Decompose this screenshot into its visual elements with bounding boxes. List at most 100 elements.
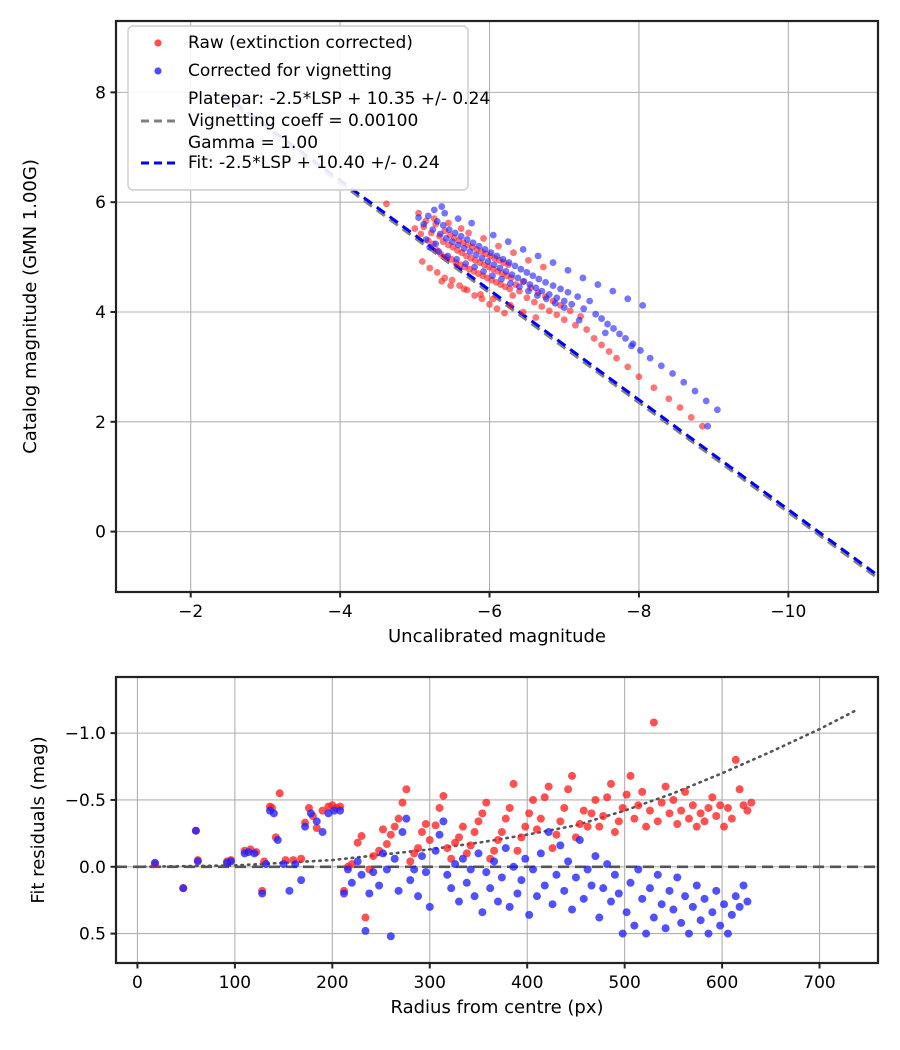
data-point (361, 913, 370, 922)
data-point (673, 873, 682, 882)
data-point (540, 881, 549, 890)
data-point (574, 293, 582, 301)
data-point (650, 384, 658, 392)
data-point (609, 287, 617, 295)
data-point (430, 206, 438, 214)
data-point (490, 261, 498, 269)
data-point (673, 820, 682, 829)
data-point (457, 225, 465, 232)
data-point (538, 287, 546, 295)
data-point (510, 249, 517, 257)
data-point (502, 267, 510, 275)
data-point (481, 246, 489, 253)
data-point (692, 822, 701, 831)
ticks (110, 91, 790, 598)
plot-area (116, 707, 878, 941)
data-point (448, 238, 456, 246)
data-point (353, 838, 362, 847)
data-point (361, 926, 370, 935)
data-point (688, 902, 697, 911)
data-point (455, 833, 463, 842)
data-point (614, 817, 623, 826)
xtick-label: −6 (477, 602, 502, 622)
data-point (613, 354, 620, 362)
xtick-label: −2 (178, 602, 203, 622)
xaxis-label: Uncalibrated magnitude (388, 626, 606, 647)
data-point (520, 277, 528, 285)
data-point (713, 406, 721, 414)
data-point (661, 924, 670, 933)
data-point (477, 291, 484, 298)
data-point (472, 251, 480, 259)
data-point (425, 902, 434, 911)
data-point (369, 852, 378, 861)
legend-label-2: Vignetting coeff = 0.00100 (188, 111, 418, 131)
data-point (506, 285, 514, 293)
data-point (508, 271, 516, 279)
data-point (564, 857, 573, 866)
ticks (110, 732, 821, 969)
data-point (607, 897, 616, 906)
data-point (526, 281, 534, 288)
data-point (704, 422, 712, 430)
data-point (501, 844, 510, 853)
legend-box (127, 25, 469, 191)
legend: Raw (extinction corrected) Corrected for … (127, 25, 490, 191)
data-point (712, 811, 721, 820)
data-point (704, 929, 713, 938)
data-point (618, 929, 627, 938)
data-point (420, 220, 428, 228)
data-point (262, 860, 271, 869)
ytick-label: 8 (95, 83, 106, 103)
data-point (291, 860, 300, 869)
yaxis-label: Fit residuals (mag) (28, 736, 49, 903)
data-point (398, 798, 407, 807)
data-point (417, 852, 426, 861)
data-point (514, 274, 522, 282)
data-point (454, 241, 462, 249)
data-point (375, 881, 384, 890)
data-point (687, 414, 695, 421)
data-point (533, 292, 541, 299)
data-point (696, 809, 705, 818)
data-point (480, 267, 487, 275)
data-point (509, 779, 518, 788)
data-point (505, 803, 514, 812)
data-point (498, 275, 505, 283)
data-point (462, 260, 470, 268)
data-point (535, 275, 543, 283)
data-point (579, 806, 588, 815)
data-point (723, 803, 732, 812)
data-point (509, 862, 518, 871)
data-point (517, 876, 526, 885)
data-point (605, 348, 613, 355)
data-point (312, 824, 321, 833)
data-point (642, 929, 651, 938)
data-point (422, 236, 430, 243)
data-point (616, 330, 623, 338)
data-point (489, 272, 496, 280)
data-point (438, 203, 446, 210)
data-point (497, 873, 506, 882)
legend-label-3: Fit: -2.5*LSP + 10.40 +/- 0.24 (188, 153, 440, 173)
data-point (716, 921, 725, 930)
data-point (458, 822, 467, 831)
data-point (691, 387, 699, 395)
data-point (583, 326, 591, 333)
data-point (699, 422, 706, 430)
data-point (424, 212, 432, 220)
xtick-label: 500 (608, 973, 640, 993)
data-point (657, 798, 666, 807)
data-point (458, 854, 467, 863)
data-point (382, 865, 391, 874)
data-point (592, 310, 600, 318)
data-point (516, 283, 523, 291)
data-point (496, 264, 504, 272)
data-point (548, 844, 557, 853)
data-point (645, 884, 654, 893)
axes-frame (114, 19, 880, 594)
data-point (504, 238, 512, 246)
data-point (568, 905, 577, 914)
data-point (610, 870, 619, 879)
data-point (731, 755, 740, 764)
